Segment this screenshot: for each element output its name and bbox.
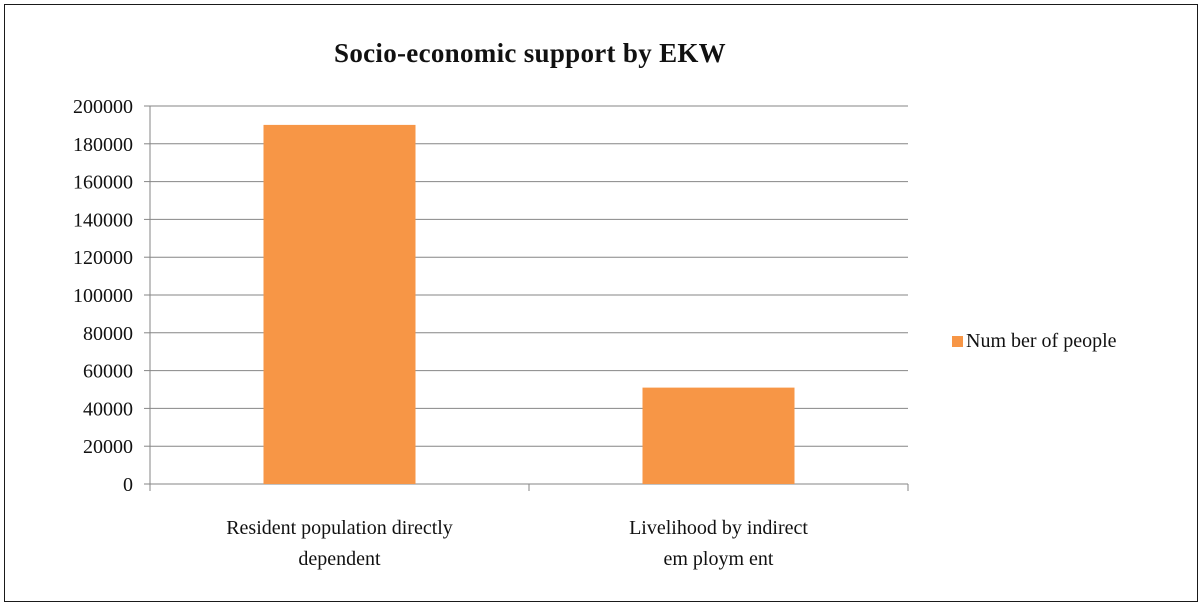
y-tick-labels: 0 20000 40000 60000 80000 100000 120000 140000 1… [73, 96, 133, 496]
legend-label: Num ber of people [966, 330, 1117, 352]
y-tick-label: 140000 [73, 209, 133, 231]
chart-title: Socio-economic support by EKW [334, 38, 726, 68]
legend: Num ber of people [952, 330, 1117, 353]
chart-frame [4, 4, 1198, 602]
category-label: Resident population directly [226, 517, 453, 539]
y-tick-label: 20000 [83, 436, 133, 458]
category-label: dependent [298, 548, 381, 570]
y-tick-label: 0 [123, 474, 133, 496]
y-tick-label: 200000 [73, 96, 133, 118]
category-label: Livelihood by indirect [629, 517, 808, 539]
x-category-labels: Resident population directly dependent Liv… [226, 517, 808, 570]
y-tick-label: 120000 [73, 247, 133, 269]
y-tick-label: 180000 [73, 134, 133, 156]
category-label: em ploym ent [664, 548, 774, 570]
legend-swatch [952, 336, 963, 347]
y-tick-label: 160000 [73, 172, 133, 194]
bar [263, 124, 416, 485]
y-tick-label: 80000 [83, 323, 133, 345]
y-tick-label: 60000 [83, 361, 133, 383]
y-tick-label: 40000 [83, 398, 133, 420]
bar [642, 387, 795, 484]
y-tick-label: 100000 [73, 285, 133, 307]
bars [263, 124, 795, 485]
